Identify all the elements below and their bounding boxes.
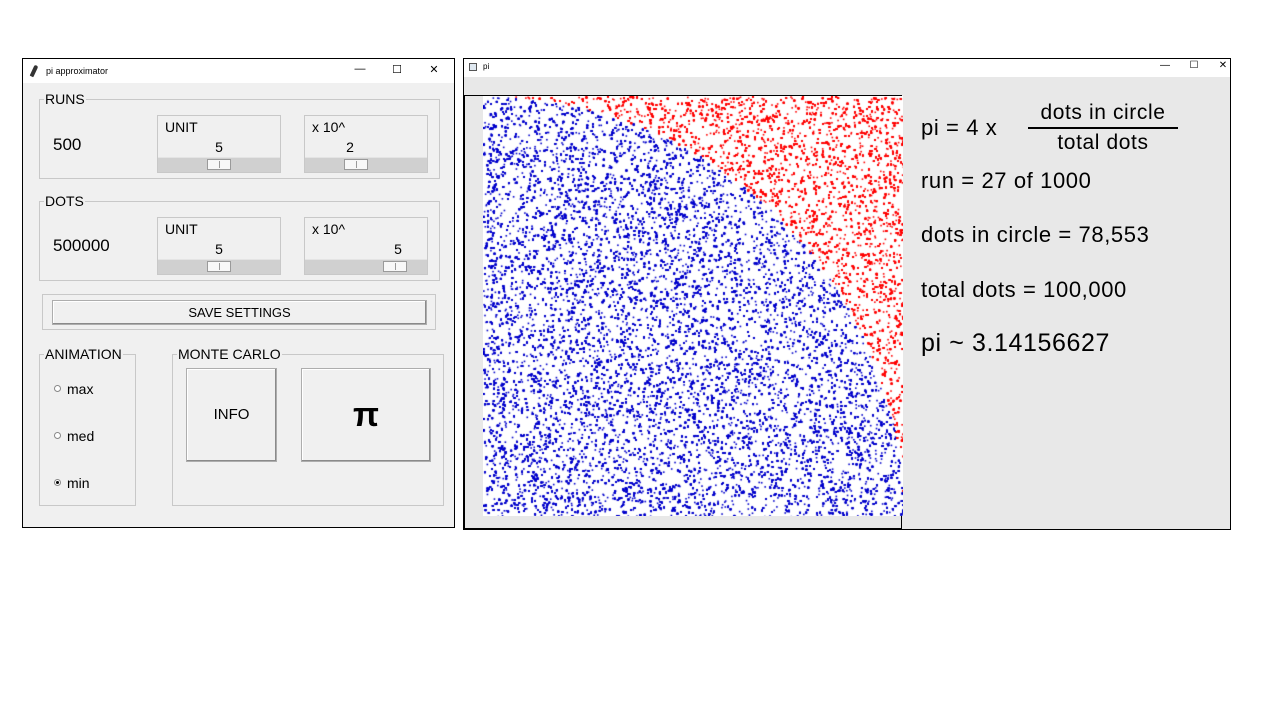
formula-fraction: dots in circle total dots <box>1028 101 1178 155</box>
pi-button[interactable]: π <box>301 368 431 462</box>
maximize-button[interactable]: ☐ <box>392 64 402 76</box>
radio-med[interactable] <box>54 431 61 439</box>
animation-option-label: med <box>67 428 95 444</box>
radio-max[interactable] <box>54 384 61 392</box>
runs-unit-scale: UNIT 5 <box>157 115 281 173</box>
save-settings-button[interactable]: SAVE SETTINGS <box>52 300 427 325</box>
dots-exp-value: 5 <box>394 241 402 257</box>
radio-min[interactable] <box>54 478 61 486</box>
runs-group: RUNS 500 UNIT 5 x 10^ 2 <box>39 92 440 179</box>
monte-carlo-canvas <box>483 96 903 516</box>
monte-carlo-group: MONTE CARLO INFO π <box>172 347 444 506</box>
dots-exp-scale: x 10^ 5 <box>304 217 428 275</box>
runs-unit-label: UNIT <box>165 119 198 135</box>
formula-denominator: total dots <box>1057 131 1149 154</box>
dots-group-label: DOTS <box>44 193 85 209</box>
minimize-button[interactable]: — <box>1160 60 1170 71</box>
title-bar[interactable]: pi approximator — ☐ ✕ <box>23 59 454 83</box>
animation-option-label: min <box>67 475 90 491</box>
run-counter: run = 27 of 1000 <box>921 168 1092 193</box>
save-frame: SAVE SETTINGS <box>42 294 436 330</box>
total-dots: total dots = 100,000 <box>921 277 1127 302</box>
animation-group-label: ANIMATION <box>44 346 123 362</box>
pi-estimate: pi ~ 3.14156627 <box>921 329 1111 357</box>
dots-exp-slider-handle[interactable] <box>383 261 407 272</box>
simulation-window: pi — ☐ ✕ pi = 4 x dots in circle total d… <box>463 58 1231 530</box>
feather-icon <box>29 64 39 78</box>
runs-exp-slider-handle[interactable] <box>344 159 368 170</box>
dots-in-circle: dots in circle = 78,553 <box>921 222 1150 247</box>
dots-group: DOTS 500000 UNIT 5 x 10^ 5 <box>39 194 440 281</box>
dots-unit-trough[interactable] <box>158 259 280 274</box>
window-title: pi approximator <box>46 66 109 76</box>
runs-unit-value: 5 <box>215 139 223 155</box>
runs-exp-label: x 10^ <box>312 119 346 135</box>
dots-unit-label: UNIT <box>165 221 198 237</box>
dots-unit-slider-handle[interactable] <box>207 261 231 272</box>
dots-exp-trough[interactable] <box>305 259 427 274</box>
animation-option-label: max <box>67 381 94 397</box>
runs-exp-trough[interactable] <box>305 157 427 172</box>
info-button[interactable]: INFO <box>186 368 277 462</box>
window-title: pi <box>483 62 490 71</box>
fraction-bar <box>1028 127 1178 129</box>
dots-value: 500000 <box>53 236 110 255</box>
maximize-button[interactable]: ☐ <box>1189 60 1199 71</box>
runs-exp-value: 2 <box>346 139 354 155</box>
dots-unit-scale: UNIT 5 <box>157 217 281 275</box>
runs-exp-scale: x 10^ 2 <box>304 115 428 173</box>
animation-group: ANIMATION max med min <box>39 347 136 506</box>
formula-numerator: dots in circle <box>1040 101 1166 124</box>
title-bar[interactable]: pi — ☐ ✕ <box>464 59 1230 77</box>
canvas-frame <box>464 95 903 529</box>
app-icon <box>469 63 477 71</box>
dots-exp-label: x 10^ <box>312 221 346 237</box>
runs-unit-slider-handle[interactable] <box>207 159 231 170</box>
animation-option-min[interactable]: min <box>54 475 90 491</box>
runs-group-label: RUNS <box>44 91 86 107</box>
dots-unit-value: 5 <box>215 241 223 257</box>
animation-option-med[interactable]: med <box>54 428 94 444</box>
animation-option-max[interactable]: max <box>54 381 93 397</box>
minimize-button[interactable]: — <box>354 63 366 75</box>
runs-value: 500 <box>53 135 82 154</box>
monte-carlo-group-label: MONTE CARLO <box>177 346 282 362</box>
close-button[interactable]: ✕ <box>429 64 439 76</box>
close-button[interactable]: ✕ <box>1218 60 1228 71</box>
runs-unit-trough[interactable] <box>158 157 280 172</box>
settings-window: pi approximator — ☐ ✕ RUNS 500 UNIT 5 x … <box>22 58 455 528</box>
formula-lhs: pi = 4 x <box>921 115 998 140</box>
